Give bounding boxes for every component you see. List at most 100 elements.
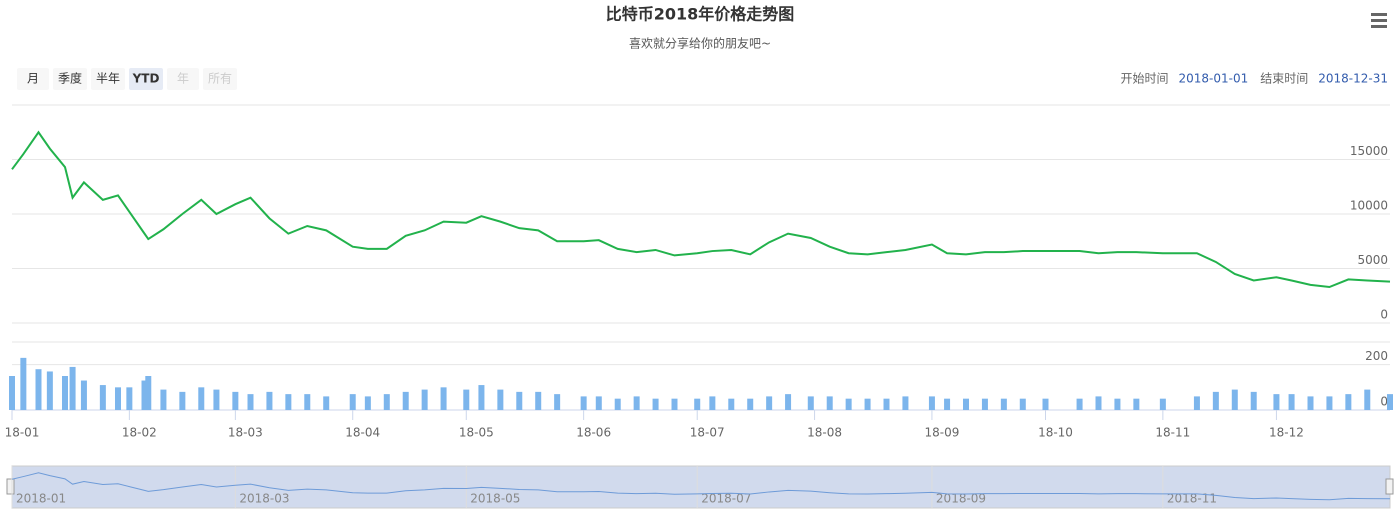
volume-bar (807, 396, 814, 410)
price-line (11, 130, 1391, 289)
volume-bar (1114, 398, 1121, 410)
volume-bar (440, 387, 447, 410)
volume-bar (928, 396, 935, 410)
range-button-label: 年 (177, 72, 189, 86)
range-button-label[interactable]: 季度 (58, 71, 82, 86)
volume-bar (99, 385, 106, 410)
volume-bar (9, 376, 15, 410)
volume-bar (652, 398, 659, 410)
menu-bar (1371, 13, 1387, 16)
volume-bar (402, 391, 409, 410)
volume-bar (1364, 389, 1371, 410)
y-tick-label: 0 (1380, 308, 1388, 322)
volume-bar (595, 396, 602, 410)
chart-subtitle: 喜欢就分享给你的朋友吧~ (629, 36, 771, 51)
volume-bar (516, 391, 523, 410)
y-tick-label: 10000 (1350, 199, 1388, 213)
volume-bar (747, 398, 754, 410)
volume-bar (383, 394, 390, 410)
volume-bar (535, 391, 542, 410)
navigator-tick-label: 2018-11 (1167, 492, 1217, 506)
volume-bar (198, 387, 205, 410)
volume-bar (213, 389, 220, 410)
navigator-tick-label: 2018-03 (239, 492, 289, 506)
x-tick-label: 18-02 (122, 426, 157, 440)
volume-bar (1159, 398, 1166, 410)
y-tick-label: 15000 (1350, 144, 1388, 158)
volume-bar (1076, 398, 1083, 410)
volume-bar (845, 398, 852, 410)
volume-bar (349, 394, 356, 410)
volume-bar (247, 394, 254, 410)
volume-bar (902, 396, 909, 410)
volume-bar (1212, 391, 1219, 410)
volume-bar (709, 396, 716, 410)
volume-bar (145, 376, 152, 410)
volume-bar (323, 396, 330, 410)
volume-bar (62, 376, 68, 410)
range-button-label[interactable]: 月 (27, 72, 39, 86)
y-tick-label: 200 (1365, 349, 1388, 363)
volume-bar (46, 371, 53, 410)
volume-bar (1250, 391, 1257, 410)
range-input-label: 开始时间 (1120, 72, 1168, 86)
volume-bar (981, 398, 988, 410)
volume-bar (1042, 398, 1049, 410)
menu-icon[interactable] (1371, 13, 1387, 28)
navigator-tick-label: 2018-09 (936, 492, 986, 506)
volume-bar (364, 396, 371, 410)
range-input[interactable]: 2018-12-31 (1318, 72, 1388, 86)
navigator-mask[interactable] (11, 465, 1391, 509)
x-tick-label: 18-09 (924, 426, 959, 440)
volume-bar (115, 387, 121, 410)
range-button-label[interactable]: 半年 (96, 72, 120, 86)
navigator-tick-label: 2018-07 (701, 492, 751, 506)
volume-bar (1326, 396, 1333, 410)
chart-title: 比特币2018年价格走势图 (606, 5, 795, 24)
range-button[interactable] (53, 68, 87, 90)
x-tick-label: 18-11 (1155, 426, 1190, 440)
volume-bar (1133, 398, 1140, 410)
volume-bar (728, 398, 735, 410)
volume-bar (35, 369, 42, 410)
range-button[interactable] (129, 68, 163, 90)
volume-bar (160, 389, 167, 410)
x-tick-label: 18-03 (228, 426, 263, 440)
volume-bar (554, 394, 561, 410)
x-tick-label: 18-12 (1269, 426, 1304, 440)
volume-bar (1288, 394, 1295, 410)
volume-bar (266, 391, 273, 410)
volume-bar (1387, 394, 1393, 410)
volume-bar (614, 398, 621, 410)
range-input[interactable]: 2018-01-01 (1178, 72, 1248, 86)
volume-bar (671, 398, 678, 410)
volume-bar (1000, 398, 1007, 410)
range-button[interactable] (17, 68, 49, 90)
volume-bar (694, 398, 701, 410)
menu-bar (1371, 25, 1387, 28)
volume-bar (80, 380, 87, 410)
volume-bar (463, 389, 470, 410)
navigator-tick-label: 2018-01 (16, 492, 66, 506)
volume-bar (864, 398, 871, 410)
volume-bar (1019, 398, 1026, 410)
range-button (167, 68, 199, 90)
volume-bar (826, 396, 833, 410)
volume-bar (1095, 396, 1102, 410)
volume-bar (497, 389, 504, 410)
navigator-handle[interactable] (6, 478, 15, 495)
x-tick-label: 18-10 (1038, 426, 1073, 440)
volume-bar (1307, 396, 1314, 410)
navigator-tick-label: 2018-05 (470, 492, 520, 506)
volume-bar (785, 394, 792, 410)
range-button (203, 68, 237, 90)
menu-bar (1371, 19, 1387, 22)
x-tick-label: 18-07 (690, 426, 725, 440)
range-button[interactable] (91, 68, 125, 90)
volume-bar (179, 391, 186, 410)
volume-bar (1345, 394, 1352, 410)
navigator-handle[interactable] (1385, 478, 1394, 495)
volume-bar (126, 387, 133, 410)
range-button-label[interactable]: YTD (132, 72, 160, 86)
